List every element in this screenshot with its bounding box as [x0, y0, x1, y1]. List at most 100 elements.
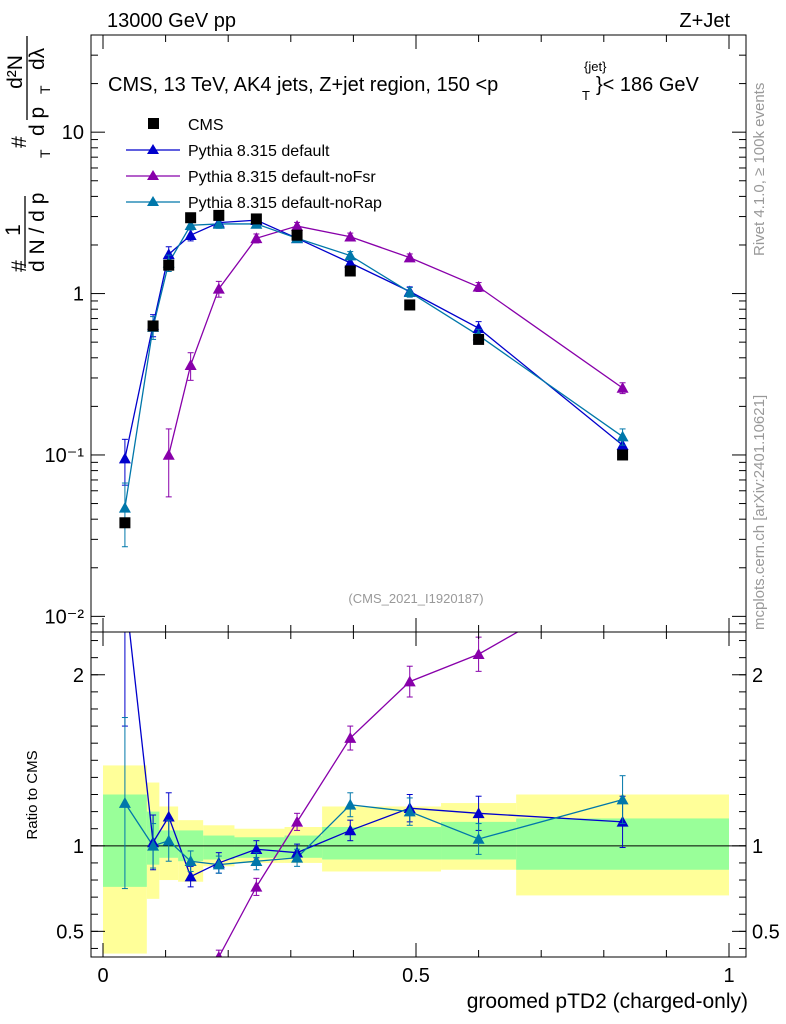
series-line-norap — [124, 223, 623, 508]
data-point-cms-10 — [617, 449, 629, 461]
marker-norap-7 — [344, 249, 357, 261]
data-point-cms-7 — [344, 265, 356, 277]
axes: 0 0.5 1 10⁻² 10⁻¹ 1 10 0.5 0.5 1 1 2 2 — [45, 34, 780, 987]
ratio-marker-default-9 — [472, 807, 485, 819]
data-point-cms-3 — [185, 212, 197, 224]
stat-uncertainty-band-7 — [322, 827, 442, 860]
legend-label-default: Pythia 8.315 default — [188, 143, 330, 160]
ratio-marker-default-7 — [344, 824, 357, 836]
ratio-marker-nofsr-3 — [185, 990, 197, 1001]
mcplots-label: mcplots.cern.ch [arXiv:2401.10621] — [751, 395, 768, 630]
ylabel-d2n: d²N — [4, 55, 27, 89]
ratio-marker-norap-10 — [616, 793, 629, 805]
marker-default-9 — [472, 322, 485, 334]
ratio-marker-nofsr-2 — [163, 999, 175, 1010]
legend-item-cms: CMS — [148, 117, 224, 134]
xtick-label-2: 1 — [723, 965, 734, 987]
ratio-marker-norap-0 — [118, 797, 131, 808]
ratio-series-markers — [118, 566, 629, 1020]
header-left: 13000 GeV pp — [107, 10, 236, 32]
ratio-marker-nofsr-8 — [403, 675, 416, 687]
ratio-marker-nofsr-1 — [147, 1009, 159, 1020]
marker-nofsr-8 — [403, 251, 416, 263]
ytick-ratio-label-right-1: 1 — [752, 836, 763, 858]
ratio-marker-nofsr-6 — [291, 815, 304, 827]
ratio-marker-default-3 — [184, 870, 197, 882]
ylabel-t2: T — [37, 85, 53, 94]
ratio-marker-nofsr-4 — [215, 951, 223, 957]
ratio-marker-norap-7 — [344, 798, 357, 810]
series-line-nofsr — [168, 225, 623, 456]
marker-nofsr-9 — [472, 280, 485, 292]
marker-norap-3 — [184, 219, 197, 231]
ratio-marker-norap-6 — [291, 851, 304, 863]
ytick-ratio-label-left-2: 2 — [73, 665, 84, 687]
ytick-ratio-label-right-0: 0.5 — [752, 921, 780, 943]
ylabel-one: 1 — [2, 224, 25, 236]
legend: CMS Pythia 8.315 default Pythia 8.315 de… — [126, 117, 382, 212]
ytick-ratio-label-right-2: 2 — [752, 665, 763, 687]
title-sup: {jet} — [584, 59, 607, 74]
marker-default-0 — [118, 452, 131, 464]
title-main: CMS, 13 TeV, AK4 jets, Z+jet region, 150… — [108, 74, 498, 96]
ratio-series-lines — [124, 632, 623, 957]
legend-label-nofsr: Pythia 8.315 default-noFsr — [188, 169, 376, 186]
ylabel-hash2: # — [8, 136, 31, 148]
marker-default-3 — [184, 229, 197, 240]
rivet-label: Rivet 4.1.0, ≥ 100k events — [751, 83, 768, 256]
marker-norap-8 — [403, 286, 416, 297]
ylabel-t1: T — [37, 149, 53, 158]
marker-nofsr-5 — [250, 232, 263, 244]
data-point-cms-6 — [291, 229, 303, 241]
ratio-marker-norap-2 — [162, 834, 175, 846]
legend-marker-nofsr — [147, 170, 159, 180]
ylabel-dn: d N / d p — [26, 193, 49, 272]
ratio-line-nofsr — [218, 632, 519, 957]
ytick-main-label-0.01: 10⁻² — [45, 606, 85, 628]
marker-nofsr-4 — [212, 282, 225, 294]
data-point-cms-2 — [163, 259, 175, 271]
legend-marker-norap — [147, 196, 159, 206]
ytick-main-label-1: 1 — [73, 284, 84, 306]
marker-nofsr-3 — [184, 359, 197, 370]
plot-title: CMS, 13 TeV, AK4 jets, Z+jet region, 150… — [108, 59, 700, 103]
data-point-cms-9 — [473, 333, 485, 345]
data-point-cms-8 — [404, 299, 416, 311]
ylabel-dp: d p — [26, 107, 49, 136]
main-series-lines — [124, 219, 623, 508]
ratio-marker-default-5 — [250, 843, 263, 855]
marker-nofsr-6 — [291, 220, 304, 231]
ratio-marker-nofsr-7 — [344, 732, 357, 743]
ratio-marker-nofsr-10 — [617, 566, 629, 577]
ytick-ratio-label-left-1: 1 — [73, 836, 84, 858]
ytick-main-label-0.1: 10⁻¹ — [45, 445, 85, 467]
ratio-marker-norap-3 — [184, 855, 197, 867]
legend-item-nofsr: Pythia 8.315 default-noFsr — [126, 169, 376, 186]
marker-nofsr-7 — [344, 230, 357, 242]
ratio-marker-norap-8 — [403, 805, 416, 817]
ratio-marker-nofsr-5 — [250, 880, 263, 892]
ratio-panel-frame — [90, 631, 747, 958]
y-axis-label: # 1 d N / d p T # d²N d p T dλ — [2, 36, 53, 272]
marker-norap-4 — [212, 217, 225, 229]
legend-item-default: Pythia 8.315 default — [126, 143, 330, 160]
legend-label-norap: Pythia 8.315 default-noRap — [188, 195, 382, 212]
xtick-label-1: 0.5 — [402, 965, 430, 987]
ylabel-dlam: dλ — [26, 47, 49, 70]
xtick-label-0: 0 — [97, 965, 108, 987]
legend-item-norap: Pythia 8.315 default-noRap — [126, 195, 382, 212]
ratio-y-label: Ratio to CMS — [24, 750, 41, 839]
data-point-cms-1 — [147, 320, 159, 332]
ratio-marker-norap-5 — [250, 855, 263, 867]
legend-marker-cms — [148, 118, 159, 129]
header-right: Z+Jet — [679, 10, 730, 32]
stat-uncertainty-band-4 — [203, 835, 235, 860]
x-axis-label: groomed pTD2 (charged-only) — [467, 990, 748, 1013]
ratio-marker-default-0 — [119, 583, 131, 594]
data-point-cms-5 — [250, 213, 262, 225]
analysis-id: (CMS_2021_I1920187) — [348, 591, 483, 606]
marker-default-2 — [162, 248, 175, 260]
ratio-marker-norap-1 — [147, 839, 160, 851]
marker-nofsr-2 — [162, 448, 175, 460]
